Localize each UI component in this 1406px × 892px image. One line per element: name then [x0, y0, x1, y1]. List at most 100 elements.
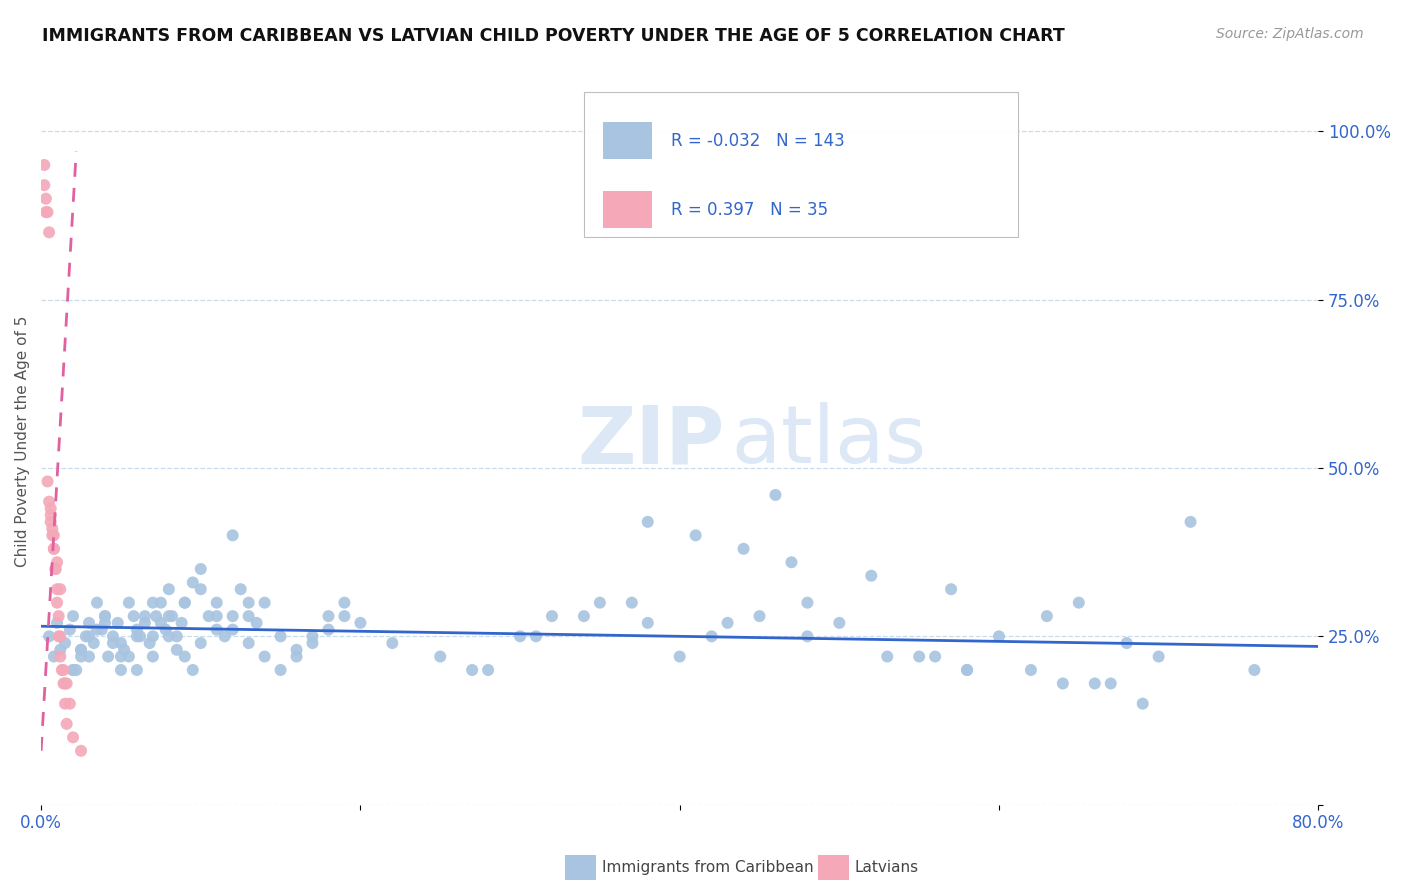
Text: Immigrants from Caribbean: Immigrants from Caribbean	[602, 860, 814, 874]
Point	[238, 636, 260, 650]
Point	[238, 596, 260, 610]
Point	[90, 623, 112, 637]
Point	[221, 528, 243, 542]
Point	[41, 528, 63, 542]
Point	[44, 562, 66, 576]
Point	[52, 676, 75, 690]
Point	[181, 663, 204, 677]
Point	[205, 623, 228, 637]
Point	[155, 623, 177, 637]
Point	[62, 663, 84, 677]
Point	[333, 596, 356, 610]
Point	[349, 615, 371, 630]
Point	[1019, 663, 1042, 677]
Point	[46, 615, 69, 630]
Point	[796, 629, 818, 643]
Point	[42, 528, 65, 542]
Text: Source: ZipAtlas.com: Source: ZipAtlas.com	[1216, 27, 1364, 41]
Point	[229, 582, 252, 597]
Point	[75, 629, 97, 643]
Point	[134, 609, 156, 624]
Point	[637, 615, 659, 630]
Point	[988, 629, 1011, 643]
Point	[145, 609, 167, 624]
Point	[285, 642, 308, 657]
Point	[1052, 676, 1074, 690]
Point	[461, 663, 484, 677]
Point	[1147, 649, 1170, 664]
Point	[70, 744, 93, 758]
Point	[134, 615, 156, 630]
Point	[238, 609, 260, 624]
Point	[42, 649, 65, 664]
Text: R = 0.397   N = 35: R = 0.397 N = 35	[671, 201, 828, 219]
Point	[270, 629, 292, 643]
Point	[94, 609, 117, 624]
Point	[221, 609, 243, 624]
Point	[685, 528, 707, 542]
Point	[110, 663, 132, 677]
Point	[285, 649, 308, 664]
Point	[780, 555, 803, 569]
Point	[246, 615, 269, 630]
Point	[107, 615, 129, 630]
Point	[42, 541, 65, 556]
Point	[35, 192, 58, 206]
Point	[190, 562, 212, 576]
Point	[1099, 676, 1122, 690]
Point	[49, 582, 72, 597]
Point	[860, 568, 883, 582]
Point	[70, 649, 93, 664]
Point	[253, 649, 276, 664]
Point	[38, 629, 60, 643]
Point	[39, 515, 62, 529]
Point	[157, 582, 180, 597]
Point	[37, 205, 59, 219]
Point	[301, 636, 323, 650]
Point	[77, 615, 100, 630]
Point	[142, 649, 165, 664]
Point	[733, 541, 755, 556]
Point	[34, 178, 56, 193]
Point	[924, 649, 946, 664]
Point	[86, 596, 108, 610]
Point	[46, 555, 69, 569]
Point	[190, 582, 212, 597]
Point	[197, 609, 219, 624]
Y-axis label: Child Poverty Under the Age of 5: Child Poverty Under the Age of 5	[15, 316, 30, 566]
Point	[97, 649, 120, 664]
Point	[118, 649, 141, 664]
Point	[94, 615, 117, 630]
Point	[53, 676, 76, 690]
Point	[173, 596, 195, 610]
Point	[48, 609, 70, 624]
Point	[270, 663, 292, 677]
Point	[301, 629, 323, 643]
Point	[173, 649, 195, 664]
Point	[318, 609, 340, 624]
Point	[65, 663, 87, 677]
Point	[181, 575, 204, 590]
Point	[77, 629, 100, 643]
Point	[956, 663, 979, 677]
Point	[541, 609, 564, 624]
Point	[55, 676, 77, 690]
Point	[157, 609, 180, 624]
Point	[59, 623, 82, 637]
Point	[38, 225, 60, 239]
Point	[318, 623, 340, 637]
Point	[716, 615, 738, 630]
Point	[157, 629, 180, 643]
Text: R = -0.032   N = 143: R = -0.032 N = 143	[671, 131, 845, 150]
Point	[149, 615, 172, 630]
Point	[160, 609, 183, 624]
Point	[53, 636, 76, 650]
Point	[125, 629, 148, 643]
Point	[94, 609, 117, 624]
Point	[668, 649, 690, 664]
Point	[39, 501, 62, 516]
Point	[253, 596, 276, 610]
Point	[509, 629, 531, 643]
Point	[38, 494, 60, 508]
Point	[49, 649, 72, 664]
